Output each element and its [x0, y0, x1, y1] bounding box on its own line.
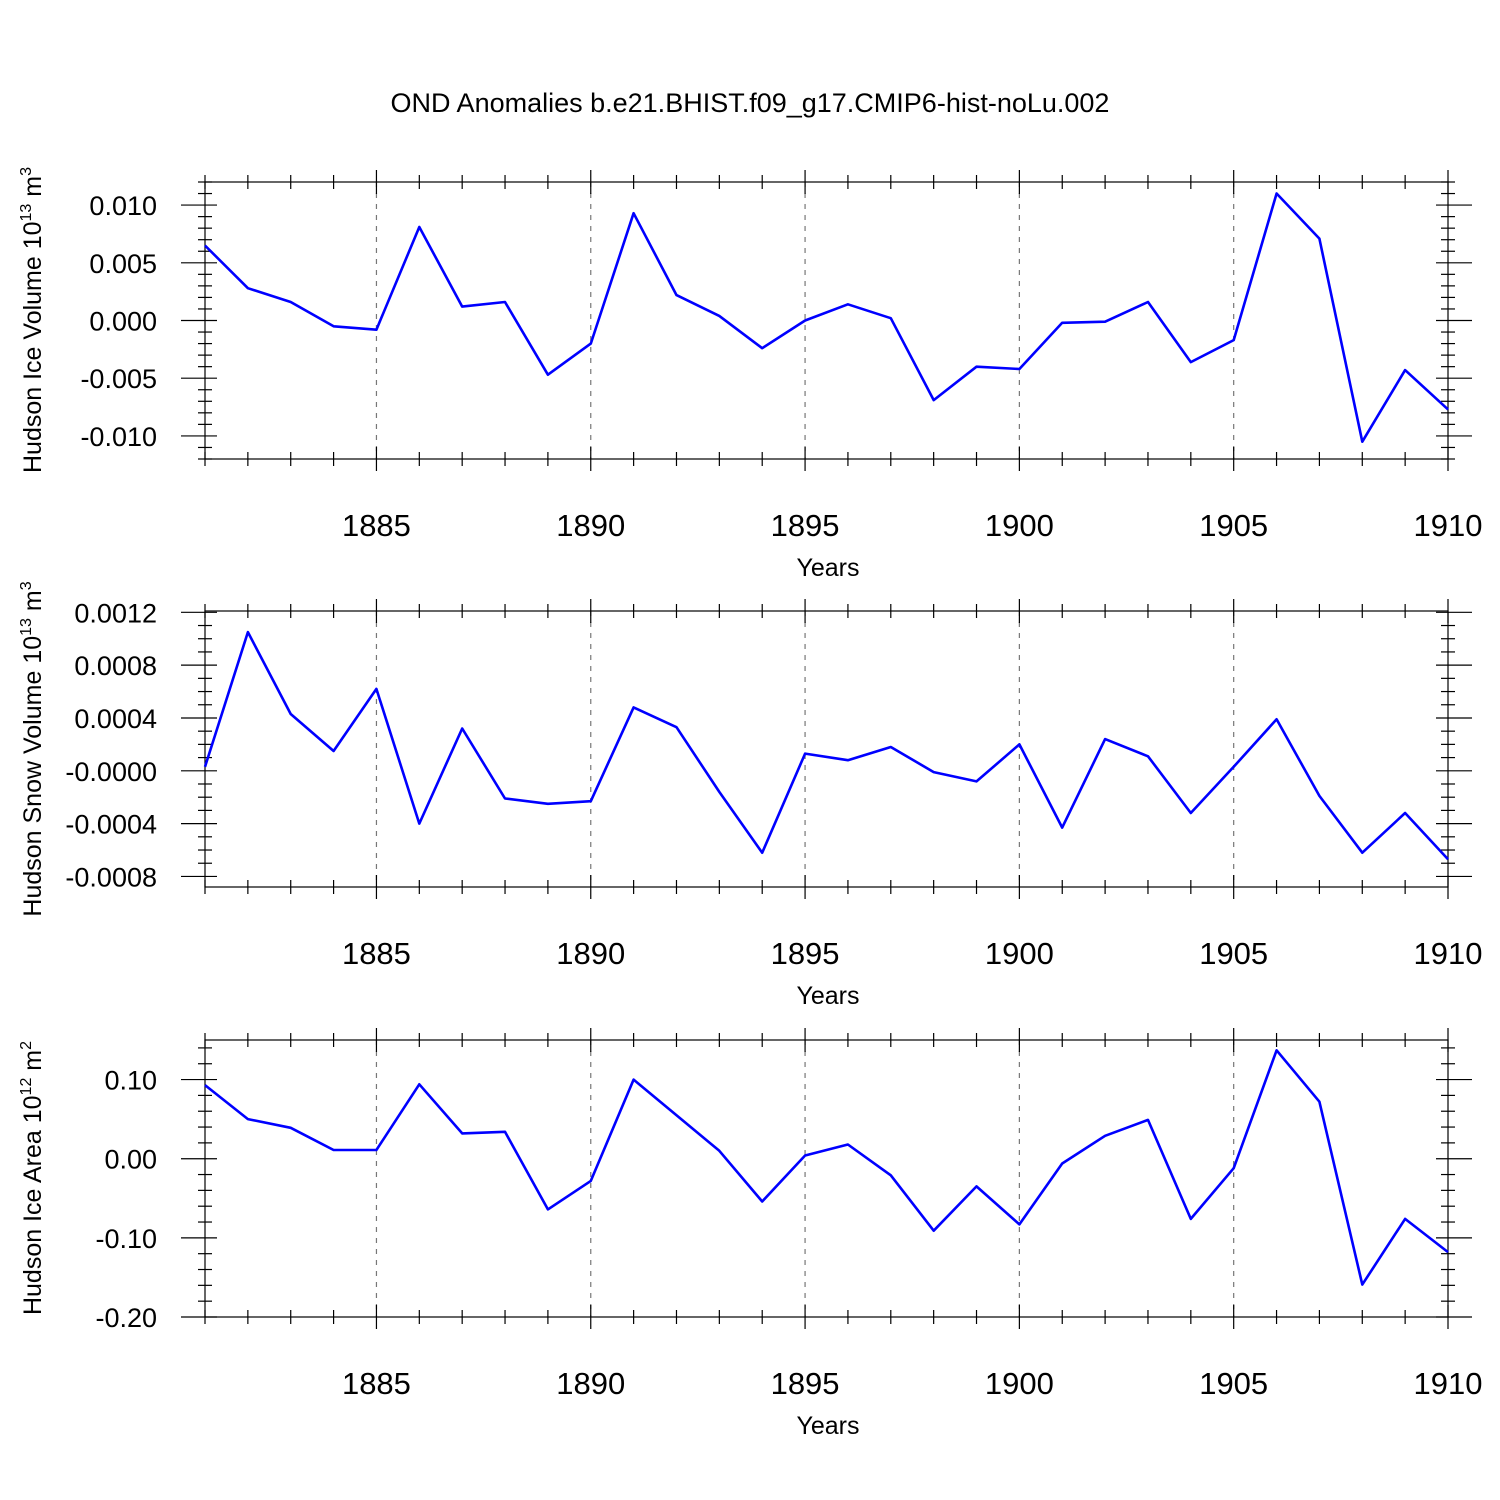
x-tick-label: 1885: [342, 1366, 411, 1401]
x-tick-label: 1900: [985, 1366, 1054, 1401]
y-tick-label: -0.0008: [65, 862, 157, 892]
x-tick-label: 1900: [985, 508, 1054, 543]
y-tick-label: -0.005: [80, 364, 157, 394]
y-tick-label: -0.0000: [65, 757, 157, 787]
y-axis-label-superscript: 13: [18, 618, 35, 636]
y-tick-label: 0.005: [89, 249, 157, 279]
y-tick-label: 0.0008: [74, 651, 157, 681]
plot-frame: [204, 1039, 1449, 1318]
y-tick-label: 0.10: [104, 1066, 157, 1096]
x-tick-label: 1905: [1199, 1366, 1268, 1401]
x-tick-label: 1900: [985, 936, 1054, 971]
y-tick-label: -0.010: [80, 422, 157, 452]
y-tick-label: 0.0012: [74, 598, 157, 628]
x-tick-label: 1890: [556, 936, 625, 971]
y-axis-label: Hudson Ice Area 1012 m2: [18, 1041, 47, 1315]
x-axis-label: Years: [796, 1412, 859, 1440]
y-tick-label: -0.20: [95, 1303, 157, 1333]
y-axis-label: Hudson Snow Volume 1013 m3: [18, 581, 47, 916]
series-line: [203, 630, 1449, 861]
y-axis-label-text: Hudson Snow Volume 10: [19, 636, 47, 917]
snow-volume-panel: -0.0008 -0.0004 -0.0000 0.0004 0.0008 0.0012 1…: [18, 581, 1482, 1010]
ice-area-panel: -0.20 -0.10 0.00 0.10 1885 1890 1895 1900 1905 19…: [18, 1028, 1482, 1440]
x-tick-label: 1905: [1199, 936, 1268, 971]
x-tick-label: 1905: [1199, 508, 1268, 543]
y-tick-label: -0.10: [95, 1224, 157, 1254]
y-axis-label-text: Hudson Ice Volume 10: [19, 221, 47, 473]
y-axis-label-text: m: [19, 176, 47, 204]
y-tick-label: 0.010: [89, 191, 157, 221]
plot-frame: [204, 181, 1449, 460]
x-tick-label: 1895: [771, 1366, 840, 1401]
x-tick-label: 1885: [342, 936, 411, 971]
x-tick-label: 1910: [1414, 936, 1483, 971]
x-tick-label: 1895: [771, 936, 840, 971]
y-axis-label-superscript: 12: [18, 1078, 35, 1096]
y-tick-label: 0.000: [89, 307, 157, 337]
y-tick-label: -0.0004: [65, 810, 157, 840]
y-tick-label: 0.0004: [74, 704, 157, 734]
y-axis-label-superscript: 3: [18, 167, 35, 176]
x-axis-label: Years: [796, 554, 859, 582]
y-axis-label-superscript: 3: [18, 581, 35, 590]
y-axis-label-text: m: [19, 590, 47, 618]
y-tick-label: 0.00: [104, 1145, 157, 1175]
y-axis-label-superscript: 2: [18, 1041, 35, 1050]
series-line: [204, 1049, 1449, 1286]
y-axis-label: Hudson Ice Volume 1013 m3: [18, 167, 47, 473]
x-tick-label: 1895: [771, 508, 840, 543]
x-tick-label: 1890: [556, 508, 625, 543]
figure-title: OND Anomalies b.e21.BHIST.f09_g17.CMIP6-…: [391, 88, 1110, 118]
y-axis-label-text: Hudson Ice Area 10: [19, 1095, 47, 1315]
series-line: [204, 192, 1449, 444]
x-tick-label: 1910: [1414, 1366, 1483, 1401]
x-tick-label: 1885: [342, 508, 411, 543]
ice-volume-panel: -0.010 -0.005 0.000 0.005 0.010 1885 1890 1895 1…: [18, 167, 1482, 582]
x-axis-label: Years: [796, 982, 859, 1010]
x-tick-label: 1890: [556, 1366, 625, 1401]
x-tick-label: 1910: [1414, 508, 1483, 543]
y-axis-label-superscript: 13: [18, 204, 35, 222]
y-axis-label-text: m: [19, 1050, 47, 1078]
plot-frame: [204, 610, 1449, 888]
